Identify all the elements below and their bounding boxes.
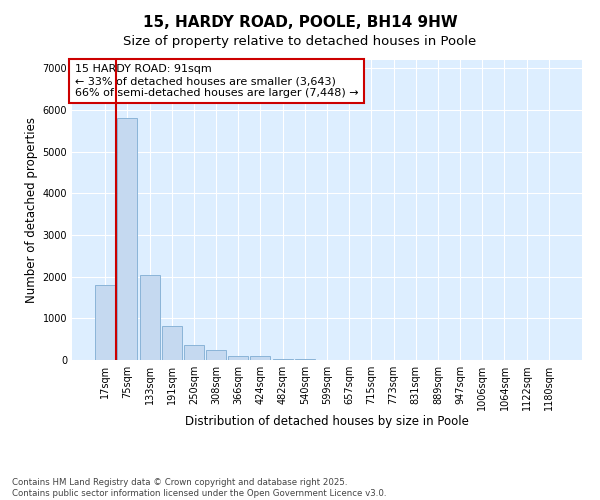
- Bar: [184, 346, 204, 360]
- Bar: [206, 350, 226, 360]
- X-axis label: Distribution of detached houses by size in Poole: Distribution of detached houses by size …: [185, 414, 469, 428]
- Bar: [295, 359, 315, 360]
- Bar: [162, 326, 182, 360]
- Bar: [140, 274, 160, 360]
- Bar: [118, 118, 137, 360]
- Bar: [95, 285, 115, 360]
- Bar: [250, 356, 271, 360]
- Text: Contains HM Land Registry data © Crown copyright and database right 2025.
Contai: Contains HM Land Registry data © Crown c…: [12, 478, 386, 498]
- Bar: [228, 356, 248, 360]
- Text: Size of property relative to detached houses in Poole: Size of property relative to detached ho…: [124, 35, 476, 48]
- Text: 15, HARDY ROAD, POOLE, BH14 9HW: 15, HARDY ROAD, POOLE, BH14 9HW: [143, 15, 457, 30]
- Y-axis label: Number of detached properties: Number of detached properties: [25, 117, 38, 303]
- Bar: [272, 359, 293, 360]
- Text: 15 HARDY ROAD: 91sqm
← 33% of detached houses are smaller (3,643)
66% of semi-de: 15 HARDY ROAD: 91sqm ← 33% of detached h…: [74, 64, 358, 98]
